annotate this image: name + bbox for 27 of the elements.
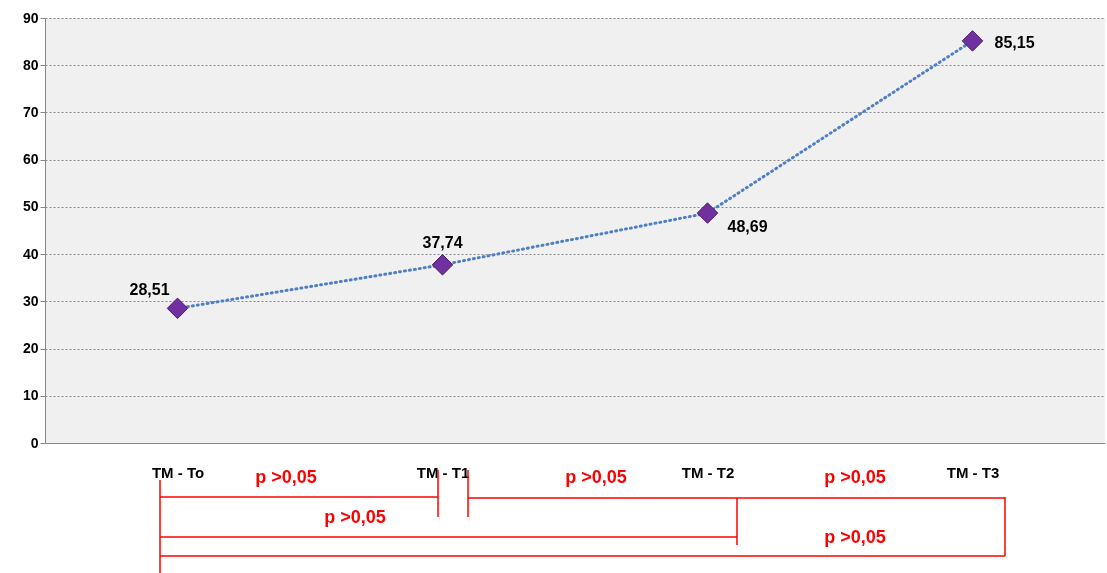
y-tick-label: 70	[22, 103, 39, 120]
point	[961, 30, 984, 52]
x-tick-label: TM - T3	[946, 463, 1000, 481]
y-tick-label: 30	[22, 292, 39, 309]
text: p >0,05	[824, 467, 886, 487]
text: p >0,05	[324, 507, 386, 527]
x-tick-label: TM - To	[151, 463, 205, 481]
x-tick-label: TM - T1	[416, 463, 470, 481]
data-label: 85,15	[994, 33, 1035, 51]
text: p >0,05	[255, 467, 317, 487]
y-tick-label: 40	[22, 245, 39, 262]
y-tick-label: 90	[22, 9, 39, 26]
x-tick-label: TM - T2	[681, 463, 735, 481]
point	[431, 254, 454, 276]
point	[696, 202, 719, 224]
text: p >0,05	[565, 467, 627, 487]
y-tick-label: 0	[30, 434, 39, 451]
data-label: 48,69	[727, 218, 768, 236]
text: p >0,05	[824, 527, 886, 547]
data-label: 37,74	[422, 233, 463, 251]
y-tick-label: 80	[22, 56, 39, 73]
data-label: 28,51	[129, 281, 170, 299]
y-tick-label: 20	[22, 340, 39, 357]
point	[166, 297, 189, 320]
y-tick-label: 50	[22, 198, 39, 215]
y-tick-label: 10	[22, 387, 39, 404]
y-tick-label: 60	[22, 151, 39, 168]
